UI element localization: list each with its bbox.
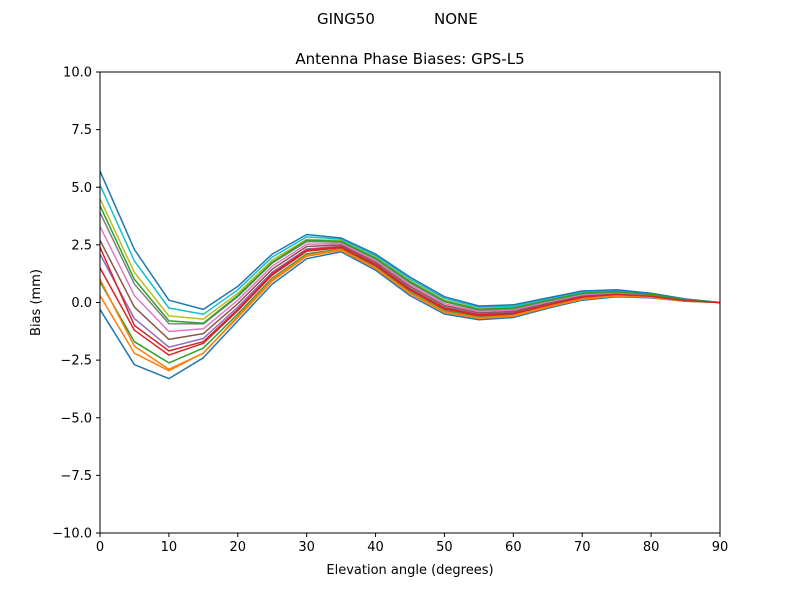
y-tick-label: 10.0 [63, 66, 92, 81]
x-axis-label: Elevation angle (degrees) [326, 563, 493, 578]
y-tick-label: −10.0 [52, 527, 92, 542]
series-line-11 [100, 248, 720, 371]
y-tick-label: 5.0 [71, 181, 92, 196]
suptitle-left: GING50 [317, 10, 375, 28]
series-line-8 [100, 198, 720, 320]
y-tick-label: 7.5 [71, 123, 92, 138]
y-tick-label: 2.5 [71, 238, 92, 253]
x-tick-label: 20 [230, 540, 247, 555]
x-tick-label: 80 [643, 540, 660, 555]
x-axis-ticks: 0 10 20 30 40 50 60 70 80 90 [96, 533, 728, 555]
chart-title: Antenna Phase Biases: GPS-L5 [295, 50, 524, 68]
y-axis-ticks: 10.0 7.5 5.0 2.5 0.0 −2.5 −5.0 −7.5 −10.0 [52, 66, 100, 542]
y-tick-label: −7.5 [60, 469, 92, 484]
x-tick-label: 0 [96, 540, 104, 555]
series-line-13 [100, 245, 720, 352]
x-tick-label: 50 [436, 540, 453, 555]
x-tick-label: 30 [298, 540, 315, 555]
x-tick-label: 40 [367, 540, 384, 555]
series-line-10 [100, 170, 720, 311]
series-line-0 [100, 251, 720, 380]
y-axis-label: Bias (mm) [29, 269, 44, 336]
x-tick-label: 70 [574, 540, 591, 555]
y-tick-label: −5.0 [60, 411, 92, 426]
y-tick-label: −2.5 [60, 354, 92, 369]
plot-frame [99, 71, 721, 534]
x-tick-label: 60 [505, 540, 522, 555]
series-line-3 [100, 246, 720, 356]
series-lines [100, 170, 720, 380]
x-tick-label: 10 [161, 540, 178, 555]
x-tick-label: 90 [712, 540, 729, 555]
series-line-12 [100, 205, 720, 324]
y-tick-label: 0.0 [71, 296, 92, 311]
suptitle-right: NONE [434, 10, 478, 28]
